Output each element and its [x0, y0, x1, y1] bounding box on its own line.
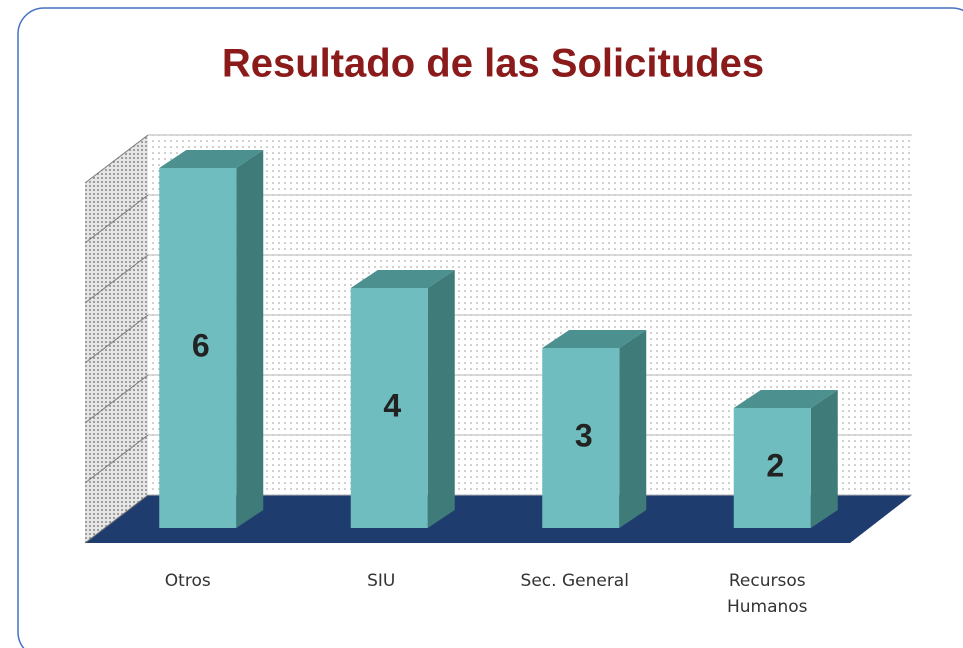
bar — [350, 288, 428, 528]
bar — [542, 348, 620, 528]
bar-top — [542, 330, 647, 348]
bar-top — [350, 270, 455, 288]
value-label: 4 — [383, 387, 401, 423]
x-tick-label: SIU — [367, 571, 396, 591]
x-tick-label: Sec. General — [520, 571, 629, 591]
side-grid-line — [84, 194, 149, 244]
chart-title: Resultado de las Solicitudes — [222, 42, 764, 86]
side-grid-line — [84, 314, 149, 364]
bar-top — [159, 150, 264, 168]
bar-side — [236, 150, 264, 528]
bar-side — [810, 390, 838, 528]
bar-top — [733, 390, 838, 408]
side-grid-line — [84, 134, 149, 184]
side-grid-line — [84, 494, 149, 544]
x-tick-label: Recursos Humanos — [726, 571, 808, 617]
x-tick-label: Otros — [164, 571, 211, 591]
side-grid-line — [84, 374, 149, 424]
floor — [85, 495, 912, 543]
side-grid-line — [84, 254, 149, 304]
value-label: 2 — [766, 447, 784, 483]
bar-side — [619, 330, 647, 528]
value-label: 3 — [575, 417, 593, 453]
bar — [159, 168, 237, 528]
value-label: 6 — [192, 327, 210, 363]
bar-side — [427, 270, 455, 528]
bar — [733, 408, 811, 528]
side-grid-line — [84, 434, 149, 484]
